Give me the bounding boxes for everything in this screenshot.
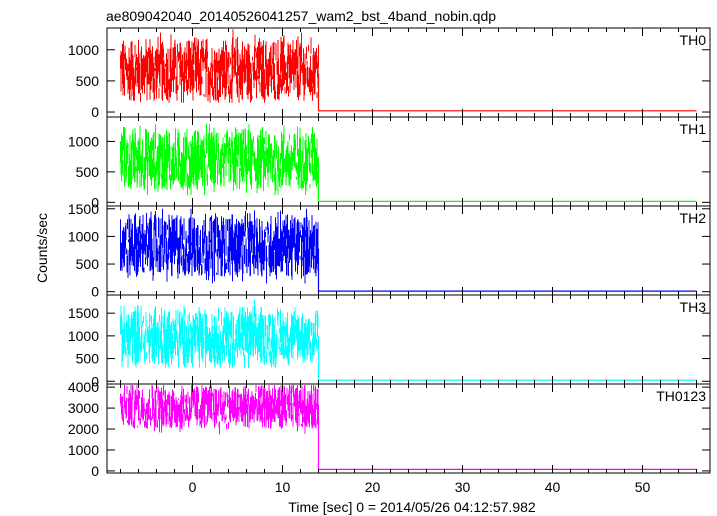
y-tick-label: 500 xyxy=(76,164,100,180)
series-th0-post xyxy=(317,73,697,112)
y-tick-label: 0 xyxy=(91,284,99,300)
series-th3-burst xyxy=(120,299,319,368)
chart-title: ae809042040_20140526041257_wam2_bst_4ban… xyxy=(106,8,496,24)
panel-th0123: 0 1000 2000 3000 4000 TH0123 xyxy=(68,379,711,479)
series-th2-burst xyxy=(120,208,319,284)
panel-label-th3: TH3 xyxy=(680,299,707,315)
x-tick-label: 20 xyxy=(365,479,381,495)
y-tick-label: 0 xyxy=(91,194,99,210)
y-tick-label: 1000 xyxy=(68,442,99,458)
y-tick-label: 2000 xyxy=(68,421,99,437)
y-tick-label: 1000 xyxy=(68,228,99,244)
series-th3-post xyxy=(317,339,697,381)
panel-th3: 0 500 1000 1500 TH3 xyxy=(68,294,711,389)
x-tick-label: 30 xyxy=(455,479,471,495)
y-tick-label: 0 xyxy=(91,463,99,479)
y-tick-label: 0 xyxy=(91,373,99,389)
series-th2-post xyxy=(317,248,697,292)
x-tick-label: 10 xyxy=(275,479,291,495)
y-tick-label: 1000 xyxy=(68,328,99,344)
panel-label-th1: TH1 xyxy=(680,121,707,137)
series-th1-burst xyxy=(120,123,319,195)
y-axis-label: Counts/sec xyxy=(34,213,50,283)
panel-label-th0123: TH0123 xyxy=(656,388,706,404)
panels-group: 05001000TH005001000TH1050010001500TH2050… xyxy=(68,27,711,495)
y-tick-label: 3000 xyxy=(68,400,99,416)
y-tick-label: 500 xyxy=(76,351,100,367)
x-tick-label: 0 xyxy=(189,479,197,495)
y-tick-label: 4000 xyxy=(68,379,99,395)
x-tick-label: 50 xyxy=(635,479,651,495)
panel-label-th2: TH2 xyxy=(680,210,707,226)
y-tick-label: 1500 xyxy=(68,201,99,217)
series-th0123-post xyxy=(317,409,697,470)
series-th1-post xyxy=(317,163,697,202)
x-axis-label: Time [sec] 0 = 2014/05/26 04:12:57.982 xyxy=(288,499,536,515)
series-th0-burst xyxy=(120,29,319,103)
y-tick-label: 1500 xyxy=(68,305,99,321)
panel-th1: 0 500 1000 TH1 xyxy=(68,116,711,210)
y-tick-label: 500 xyxy=(76,73,100,89)
panel-label-th0: TH0 xyxy=(680,32,707,48)
series-th0123-burst xyxy=(120,385,319,435)
y-tick-label: 1000 xyxy=(68,133,99,149)
x-tick-label: 40 xyxy=(545,479,561,495)
panel-th0: 0 500 1000 TH0 xyxy=(68,27,711,120)
y-tick-label: 1000 xyxy=(68,42,99,58)
panel-th2: 0 500 1000 1500 TH2 xyxy=(68,201,711,300)
y-tick-label: 0 xyxy=(91,104,99,120)
y-tick-label: 500 xyxy=(76,256,100,272)
